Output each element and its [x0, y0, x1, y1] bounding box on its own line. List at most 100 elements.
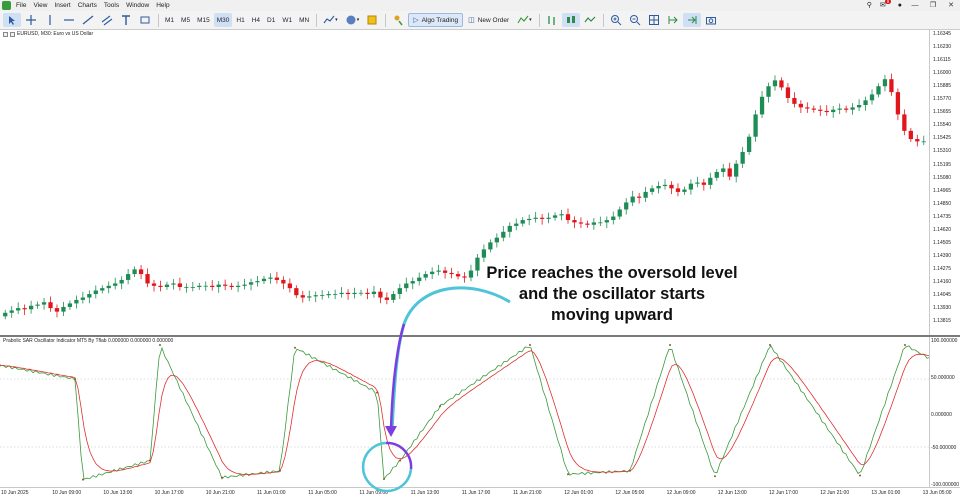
- zoom-in-icon: [610, 15, 622, 26]
- trendline-button[interactable]: [79, 13, 97, 27]
- tile-windows-button[interactable]: [645, 13, 663, 27]
- time-tick-label: 11 Jun 17:00: [461, 490, 491, 496]
- chart-shift-button[interactable]: [682, 13, 701, 27]
- bull-candle: [255, 276, 260, 287]
- menu-insert[interactable]: Insert: [54, 2, 71, 9]
- restore-button[interactable]: ❐: [929, 2, 937, 9]
- bull-candle: [688, 179, 694, 195]
- candle-body: [151, 283, 157, 286]
- timeframe-m15[interactable]: M15: [197, 16, 210, 24]
- bull-candle: [184, 283, 189, 293]
- bull-candle: [475, 253, 480, 277]
- candle-body: [3, 312, 8, 317]
- vertical-line-button[interactable]: [41, 13, 59, 27]
- candle-body: [604, 220, 609, 223]
- shapes-button[interactable]: [136, 13, 154, 27]
- timeframe-m30[interactable]: M30: [213, 13, 233, 27]
- timeframe-mn[interactable]: MN: [299, 16, 310, 24]
- timeframe-d1[interactable]: D1: [267, 16, 276, 24]
- notifications-icon[interactable]: ✉ 9: [879, 0, 891, 9]
- candle-body: [527, 218, 532, 221]
- timeframe-h4[interactable]: H4: [251, 16, 260, 24]
- candle-body: [578, 222, 584, 224]
- bull-candle: [856, 99, 862, 112]
- candle-body: [326, 294, 331, 296]
- candle-body: [294, 288, 299, 296]
- channel-button[interactable]: [98, 13, 116, 27]
- annotation-line: and the oscillator starts: [518, 285, 706, 303]
- bear-candle: [701, 178, 706, 191]
- account-icon[interactable]: ●: [897, 1, 902, 9]
- candle-body: [177, 283, 183, 287]
- candlestick-button[interactable]: [561, 13, 580, 27]
- candle-body: [16, 308, 21, 311]
- templates-button[interactable]: [363, 13, 381, 27]
- indicators-button[interactable]: ▾: [320, 13, 341, 27]
- candle-body: [80, 297, 85, 300]
- timeframe-w1[interactable]: W1: [282, 16, 293, 24]
- algo-trading-button[interactable]: ▷ Algo Trading: [408, 13, 464, 27]
- horizontal-line-button[interactable]: [60, 13, 78, 27]
- candle-body: [9, 310, 14, 313]
- price-tick-label: 1.16230: [933, 44, 952, 51]
- minimize-button[interactable]: —: [911, 1, 919, 9]
- oscillator-axis[interactable]: 100.000000 50.000000 0.000000 -50.000000 -10…: [930, 337, 960, 488]
- candle-body: [831, 109, 836, 113]
- signals-button[interactable]: ▾: [514, 13, 535, 27]
- oscillator-pane[interactable]: Prabolic SAR Oscillator Indicator MT5 By…: [0, 337, 930, 487]
- line-chart-button[interactable]: [581, 13, 599, 27]
- search-icon[interactable]: ⚲: [866, 2, 872, 9]
- bar-chart-button[interactable]: [543, 13, 561, 27]
- candle-body: [507, 225, 512, 232]
- candle-body: [669, 184, 674, 189]
- bull-candle: [617, 206, 622, 220]
- menu-help[interactable]: Help: [156, 2, 170, 9]
- candle-body: [902, 114, 907, 131]
- bull-candle: [242, 278, 247, 290]
- candle-body: [514, 223, 519, 226]
- time-axis[interactable]: 10 Jun 2025 10 Jun 09:00 10 Jun 13:00 10 Ju…: [0, 487, 960, 498]
- swing-point: [159, 344, 161, 346]
- menu-window[interactable]: Window: [126, 2, 150, 9]
- trendline-icon: [82, 15, 94, 25]
- chart-shift-icon: [687, 16, 697, 24]
- menu-view[interactable]: View: [33, 2, 48, 9]
- price-tick-label: 1.13815: [933, 318, 952, 325]
- screenshot-button[interactable]: [702, 13, 720, 27]
- timeframe-m1[interactable]: M1: [165, 16, 175, 24]
- menu-charts[interactable]: Charts: [77, 2, 97, 9]
- price-axis[interactable]: 1.16345 1.16230 1.16115 1.16000 1.15885 1.157…: [930, 30, 960, 335]
- strategy-tester-button[interactable]: [389, 13, 407, 27]
- candle-body: [766, 86, 771, 97]
- text-tool-button[interactable]: [117, 13, 135, 27]
- price-tick-label: 1.15080: [933, 174, 952, 181]
- zoom-in-button[interactable]: [607, 13, 625, 27]
- bull-candle: [171, 279, 176, 290]
- autoscroll-button[interactable]: [664, 13, 682, 27]
- bull-candle: [501, 226, 506, 242]
- bull-candle: [3, 309, 8, 320]
- bull-candle: [132, 266, 137, 277]
- candle-body: [598, 222, 603, 224]
- price-chart-pane[interactable]: EURUSD, M30: Euro vs US Dollar: [0, 30, 930, 335]
- oscillator-tick-label: -50.000000: [931, 445, 957, 451]
- timeframe-m5[interactable]: M5: [181, 16, 191, 24]
- bull-candle: [80, 291, 85, 304]
- swing-point: [439, 405, 441, 408]
- color-scheme-button[interactable]: ▾: [342, 13, 363, 27]
- bull-candle: [67, 300, 73, 310]
- menu-file[interactable]: File: [16, 2, 27, 9]
- menu-tools[interactable]: Tools: [103, 2, 120, 9]
- bull-candle: [307, 290, 312, 302]
- bear-candle: [805, 102, 810, 113]
- new-order-button[interactable]: ◫ New Order: [464, 13, 513, 27]
- price-tick-label: 1.15770: [933, 96, 952, 103]
- candle-body: [753, 114, 758, 137]
- timeframe-h1[interactable]: H1: [236, 16, 245, 24]
- close-button[interactable]: ✕: [948, 2, 954, 9]
- bear-candle: [345, 289, 351, 300]
- crosshair-tool-button[interactable]: [22, 13, 40, 27]
- cursor-tool-button[interactable]: [3, 13, 21, 27]
- bull-candle: [831, 106, 836, 118]
- zoom-out-button[interactable]: [626, 13, 644, 27]
